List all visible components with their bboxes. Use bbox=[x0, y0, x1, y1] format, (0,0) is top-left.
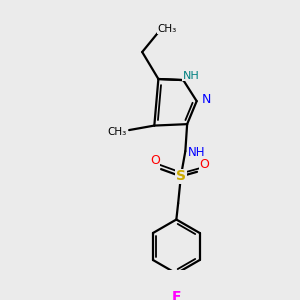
Text: NH: NH bbox=[188, 146, 206, 159]
Text: CH₃: CH₃ bbox=[107, 127, 126, 137]
Text: N: N bbox=[202, 93, 211, 106]
Text: F: F bbox=[172, 290, 181, 300]
Text: O: O bbox=[199, 158, 209, 171]
Text: NH: NH bbox=[183, 70, 200, 81]
Text: S: S bbox=[176, 169, 186, 183]
Text: O: O bbox=[150, 154, 160, 166]
Text: CH₃: CH₃ bbox=[158, 24, 177, 34]
